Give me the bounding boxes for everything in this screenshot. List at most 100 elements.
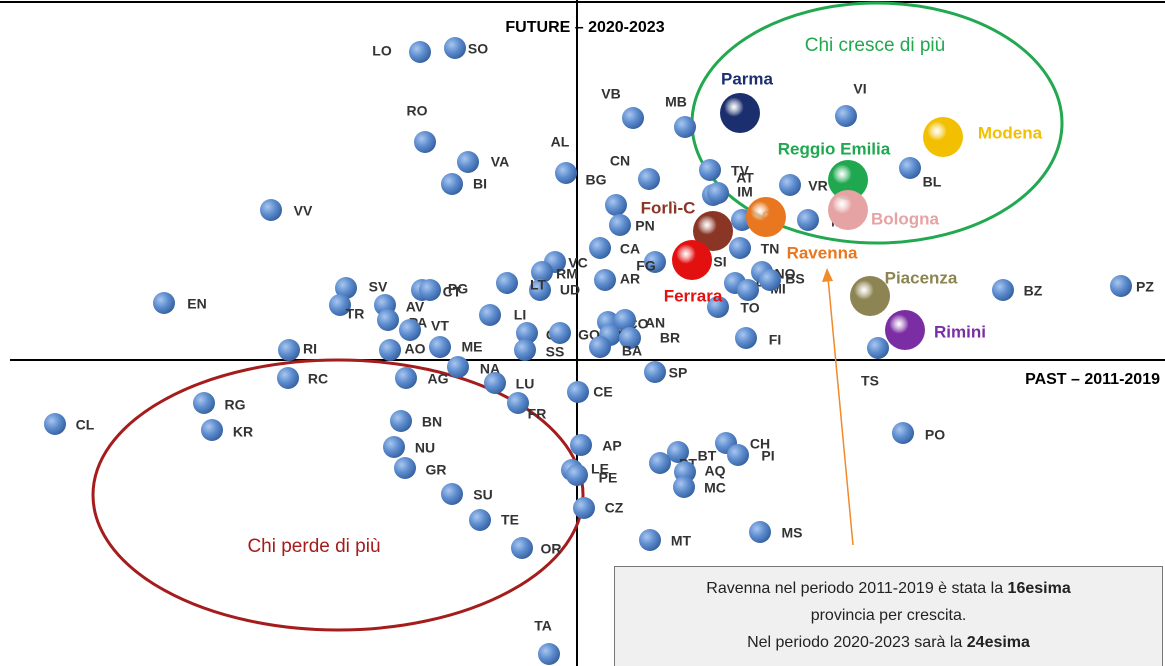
- province-label: PE: [599, 470, 618, 486]
- province-label: SU: [473, 487, 492, 503]
- province-dot: [390, 410, 412, 432]
- province-label: RI: [303, 341, 317, 357]
- province-dot: [835, 105, 857, 127]
- province-dot: [469, 509, 491, 531]
- highlight-label: Parma: [721, 69, 774, 88]
- province-label: SV: [369, 279, 388, 295]
- province-dot: [594, 269, 616, 291]
- province-dot: [193, 392, 215, 414]
- province-dot: [447, 356, 469, 378]
- province-label: PZ: [1136, 279, 1154, 295]
- province-label: SS: [546, 344, 565, 360]
- province-dot: [619, 327, 641, 349]
- province-dot: [589, 237, 611, 259]
- province-label: OR: [541, 541, 562, 557]
- province-label: TA: [534, 618, 552, 634]
- province-label: ME: [462, 339, 483, 355]
- province-dot: [516, 322, 538, 344]
- province-label: TN: [761, 241, 780, 257]
- province-label: PG: [448, 281, 468, 297]
- past-label: PAST – 2011-2019: [1025, 371, 1160, 388]
- note-text: Nel periodo 2020-2023 sarà la: [747, 634, 967, 651]
- province-label: RM: [556, 266, 578, 282]
- note-bold: 24esima: [966, 634, 1030, 651]
- province-dot: [699, 159, 721, 181]
- province-label: EN: [187, 296, 206, 312]
- highlight-dot: [672, 240, 712, 280]
- province-label: VR: [808, 178, 827, 194]
- province-dot: [570, 434, 592, 456]
- province-dot: [759, 269, 781, 291]
- province-label: CE: [593, 384, 612, 400]
- province-dot: [507, 392, 529, 414]
- province-dot: [644, 251, 666, 273]
- province-dot: [735, 327, 757, 349]
- province-dot: [1110, 275, 1132, 297]
- province-label: GR: [426, 462, 447, 478]
- province-label: AV: [406, 299, 425, 315]
- province-dot: [749, 521, 771, 543]
- highlight-dot: [720, 93, 760, 133]
- province-label: RC: [308, 371, 328, 387]
- province-dot: [44, 413, 66, 435]
- province-label: MB: [665, 94, 687, 110]
- highlight-label: Bologna: [871, 209, 940, 228]
- province-label: VV: [294, 203, 313, 219]
- province-dot: [484, 372, 506, 394]
- province-dot: [457, 151, 479, 173]
- province-dot: [419, 279, 441, 301]
- province-label: AR: [620, 271, 640, 287]
- decline-ellipse: [91, 358, 585, 632]
- province-dot: [667, 441, 689, 463]
- province-dot: [573, 497, 595, 519]
- province-dot: [429, 336, 451, 358]
- province-label: CN: [610, 153, 630, 169]
- highlight-dot: [828, 190, 868, 230]
- province-label: VA: [491, 154, 509, 170]
- arrow-head: [822, 268, 833, 282]
- province-label: TV: [731, 163, 750, 179]
- province-label: CA: [620, 241, 640, 257]
- province-dot: [277, 367, 299, 389]
- highlight-label: Ravenna: [787, 243, 858, 262]
- province-label: MC: [704, 480, 726, 496]
- province-dot: [605, 194, 627, 216]
- province-label: CL: [76, 417, 95, 433]
- province-label: MT: [671, 533, 692, 549]
- province-dot: [992, 279, 1014, 301]
- province-dot: [441, 483, 463, 505]
- province-dot: [153, 292, 175, 314]
- province-label: BR: [660, 330, 680, 346]
- province-dot: [379, 339, 401, 361]
- province-label: TO: [740, 300, 759, 316]
- province-label: CH: [750, 436, 770, 452]
- province-dot: [511, 537, 533, 559]
- province-dot: [394, 457, 416, 479]
- province-dot: [496, 272, 518, 294]
- province-dot: [649, 452, 671, 474]
- province-dot: [779, 174, 801, 196]
- province-dot: [529, 279, 551, 301]
- province-dot: [531, 261, 553, 283]
- province-label: FG: [636, 258, 656, 274]
- province-label: BN: [422, 414, 442, 430]
- province-dot: [538, 643, 560, 665]
- province-label: LI: [514, 307, 526, 323]
- highlight-dot: [693, 211, 733, 251]
- province-dot: [409, 41, 431, 63]
- province-label: AO: [405, 341, 426, 357]
- province-dot: [867, 337, 889, 359]
- highlight-label: Modena: [978, 123, 1043, 142]
- province-label: VI: [853, 81, 866, 97]
- province-label: NU: [415, 440, 435, 456]
- province-label: SO: [468, 41, 488, 57]
- note-bold: 16esima: [1007, 580, 1071, 597]
- province-dot: [644, 361, 666, 383]
- province-label: MS: [782, 525, 803, 541]
- province-label: LE: [591, 461, 609, 477]
- highlight-label: Reggio Emilia: [778, 139, 891, 158]
- province-label: VC: [568, 255, 587, 271]
- province-label: PN: [635, 218, 654, 234]
- province-label: TR: [346, 306, 365, 322]
